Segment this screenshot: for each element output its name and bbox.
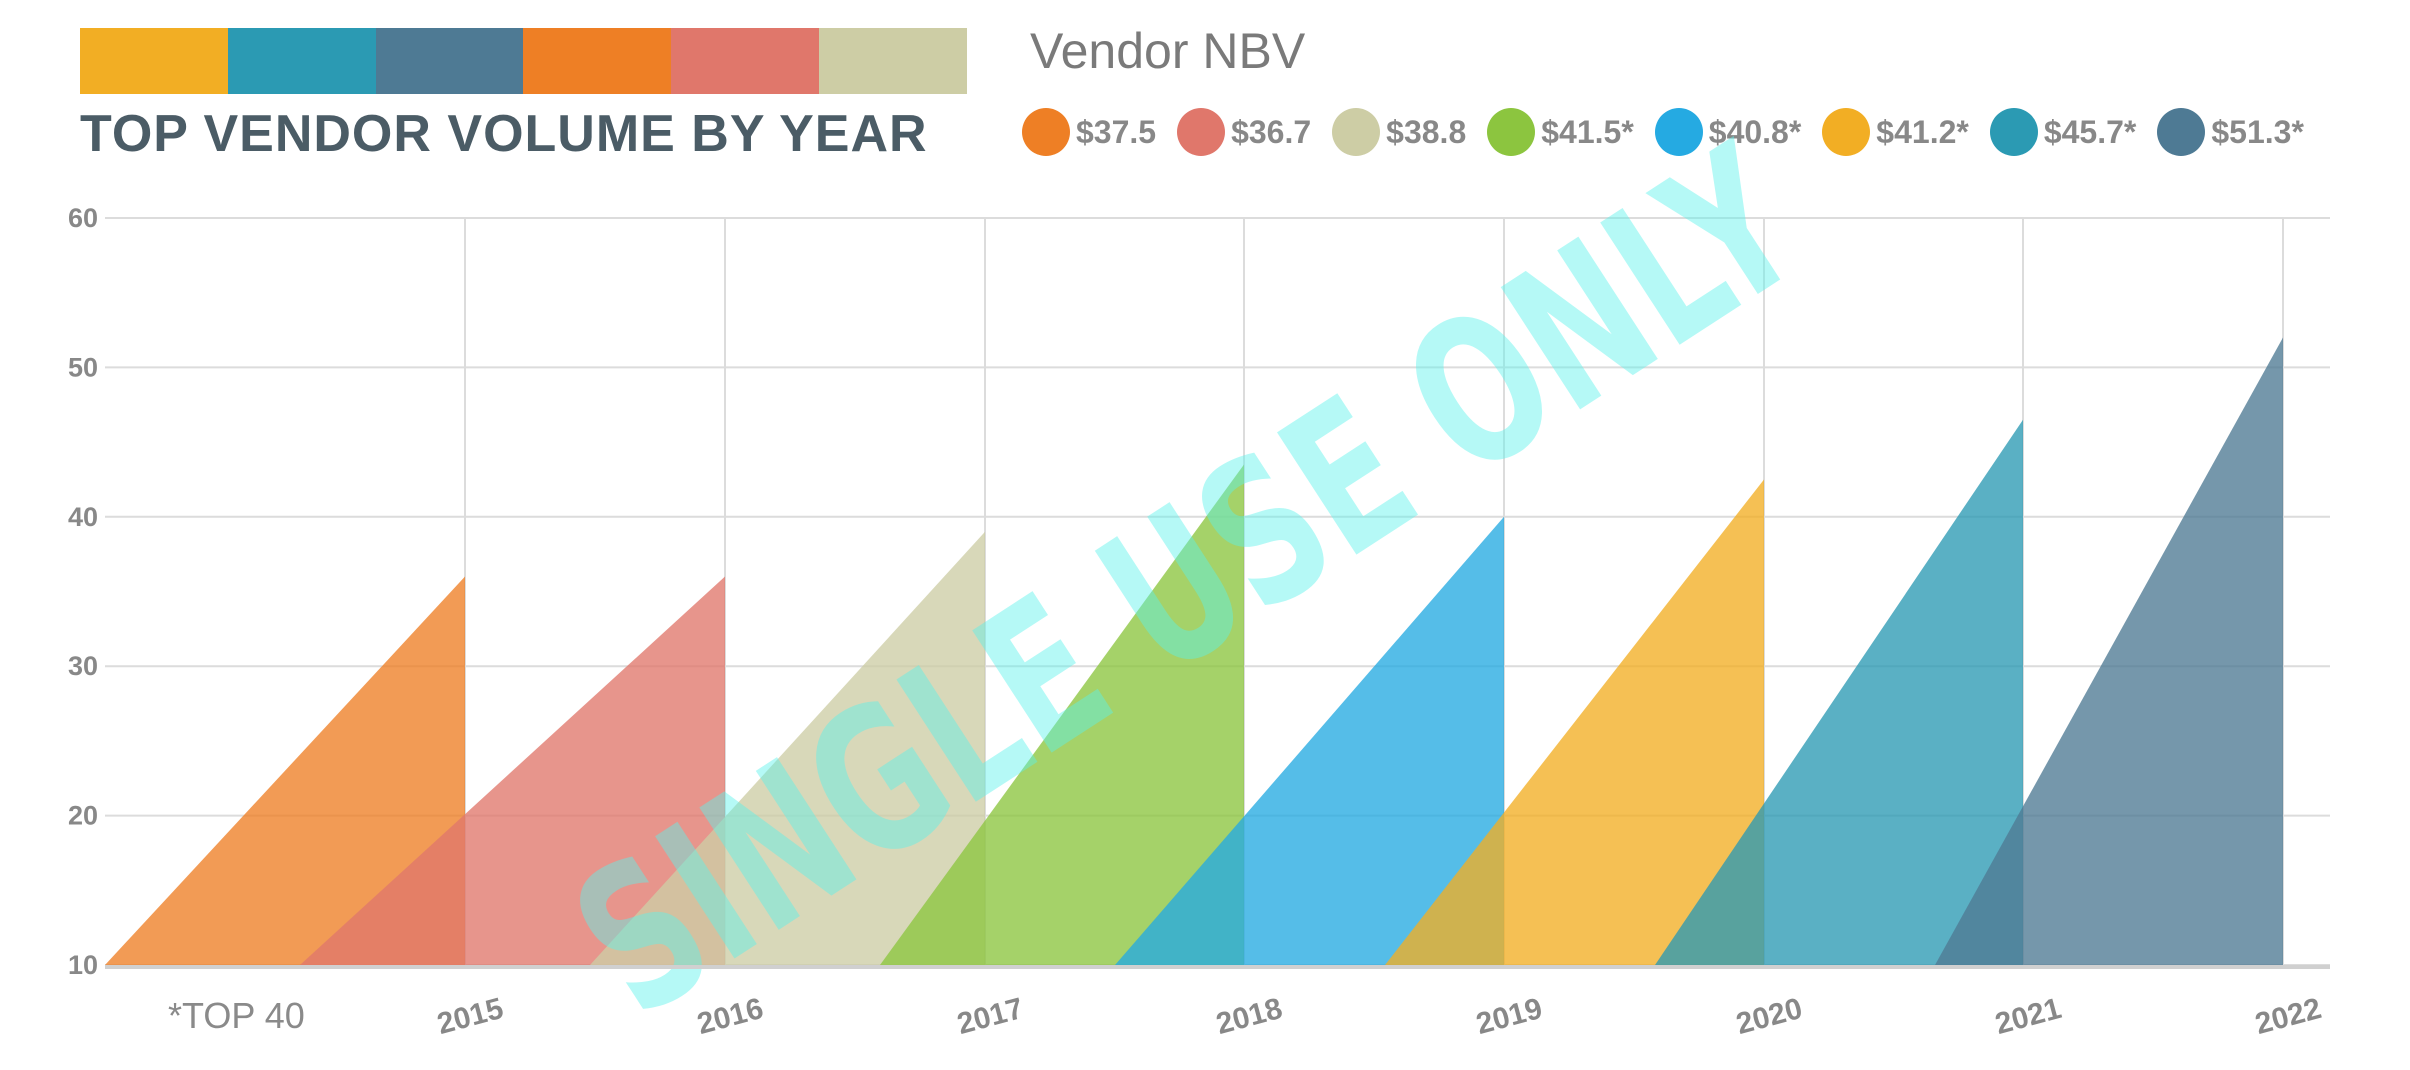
y-tick-label: 60: [68, 203, 98, 233]
area-series-2022: [1935, 337, 2283, 965]
legend-dot: [1022, 108, 1070, 156]
y-tick-label: 40: [68, 502, 98, 532]
area-series-2021: [1655, 419, 2023, 965]
y-tick-label: 30: [68, 651, 98, 681]
legend-item: $36.7: [1177, 108, 1311, 156]
area-series-2019: [1115, 516, 1504, 965]
legend-dot: [1989, 108, 2038, 156]
legend-label: $38.8: [1386, 113, 1467, 150]
legend-item: $45.7*: [1989, 108, 2137, 156]
chart-title: TOP VENDOR VOLUME BY YEAR: [80, 105, 928, 163]
legend-label: $37.5: [1076, 113, 1157, 150]
legend-label: $40.8*: [1708, 113, 1802, 150]
legend-label: $45.7*: [2043, 113, 2137, 150]
legend-item: $41.5*: [1487, 108, 1634, 156]
legend-dot: [1487, 108, 1536, 156]
y-tick-label: 20: [68, 801, 98, 831]
y-tick-label: 50: [68, 352, 98, 382]
legend-item: $38.8: [1332, 108, 1466, 156]
area-series-2016: [300, 576, 725, 965]
color-strip-swatch: [227, 28, 376, 94]
x-tick-label: 2015: [434, 992, 507, 1041]
legend-label: $41.5*: [1541, 113, 1634, 150]
legend-dot: [1332, 108, 1381, 156]
y-tick-label: 10: [68, 950, 98, 980]
legend-dot: [1177, 108, 1226, 156]
legend-dot: [1822, 108, 1871, 156]
x-tick-label: 2021: [1992, 992, 2065, 1041]
x-tick-label: 2022: [2252, 992, 2325, 1041]
legend-dot: [2157, 108, 2206, 156]
x-tick-label: 2020: [1733, 992, 1806, 1041]
legend-label: $36.7: [1231, 113, 1312, 150]
area-series-2018: [880, 464, 1244, 965]
legend-item: $40.8*: [1654, 108, 1802, 156]
color-strip-swatch: [819, 28, 967, 94]
legend: $37.5 $36.7 $38.8 $41.5* $40.8* $41.2* $45.7* $…: [1022, 108, 2325, 156]
legend-item: $51.3*: [2157, 108, 2304, 156]
legend-item: $37.5: [1022, 108, 1156, 156]
x-tick-label: 2018: [1213, 992, 1286, 1041]
legend-label: $51.3*: [2211, 113, 2304, 150]
series-areas: [105, 337, 2283, 965]
x-tick-label: 2019: [1473, 992, 1546, 1041]
color-strip-swatch: [523, 28, 672, 94]
footnote: *TOP 40: [168, 995, 305, 1036]
area-series-2017: [590, 531, 985, 965]
x-tick-label: 2017: [954, 992, 1027, 1041]
color-strip-swatch: [375, 28, 524, 94]
color-strip: [80, 28, 967, 94]
area-series-2020: [1385, 479, 1764, 965]
legend-title: Vendor NBV: [1030, 23, 1306, 79]
legend-item: $41.2*: [1822, 108, 1969, 156]
color-strip-swatch: [671, 28, 820, 94]
legend-label: $41.2*: [1876, 113, 1969, 150]
area-series-2015: [105, 576, 465, 965]
legend-dot: [1654, 108, 1703, 156]
color-strip-swatch: [80, 28, 228, 94]
